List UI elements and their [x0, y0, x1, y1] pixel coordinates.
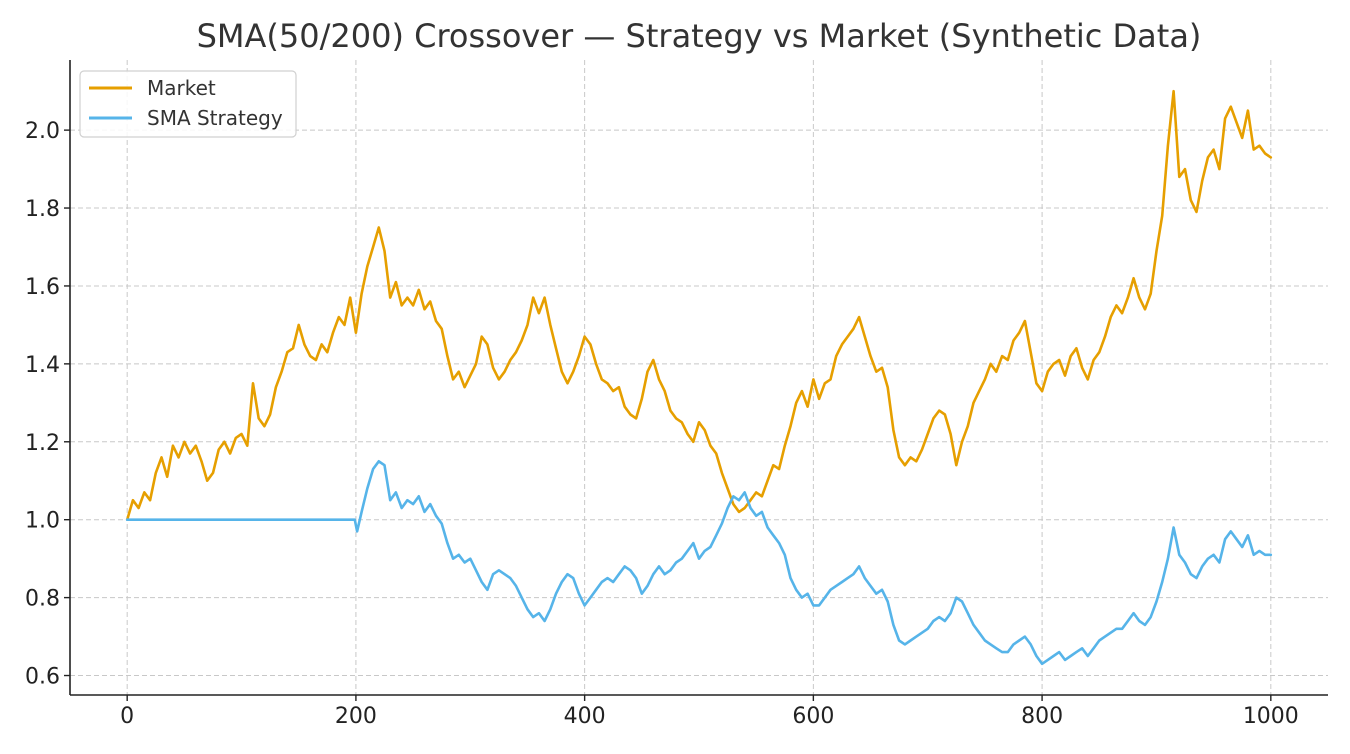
- x-tick-label: 400: [564, 704, 606, 729]
- y-tick-label: 1.4: [25, 353, 60, 378]
- x-tick-label: 800: [1021, 704, 1063, 729]
- legend-label: Market: [147, 76, 216, 100]
- x-tick-label: 0: [120, 704, 134, 729]
- y-tick-label: 0.6: [25, 665, 60, 690]
- y-tick-label: 2.0: [25, 119, 60, 144]
- legend-box: [79, 70, 297, 138]
- y-tick-label: 0.8: [25, 587, 60, 612]
- legend: Market SMA Strategy: [79, 70, 297, 138]
- x-tick-label: 1000: [1243, 704, 1299, 729]
- series-line-sma-strategy: [125, 460, 1273, 666]
- legend-label: SMA Strategy: [147, 106, 283, 130]
- series-line-market: [125, 89, 1273, 521]
- y-tick-label: 1.6: [25, 275, 60, 300]
- x-tick-label: 600: [792, 704, 834, 729]
- grid: [70, 60, 1328, 695]
- y-tick-label: 1.2: [25, 431, 60, 456]
- series-lines: [125, 89, 1273, 666]
- y-tick-label: 1.0: [25, 509, 60, 534]
- x-tick-label: 200: [335, 704, 377, 729]
- axes: 0 200 400 600 800 1000 0.6 0.8 1.0 1.2 1.4 1.6 1.8 2.…: [25, 60, 1328, 729]
- y-tick-label: 1.8: [25, 197, 60, 222]
- chart-title: SMA(50/200) Crossover — Strategy vs Mark…: [197, 17, 1202, 55]
